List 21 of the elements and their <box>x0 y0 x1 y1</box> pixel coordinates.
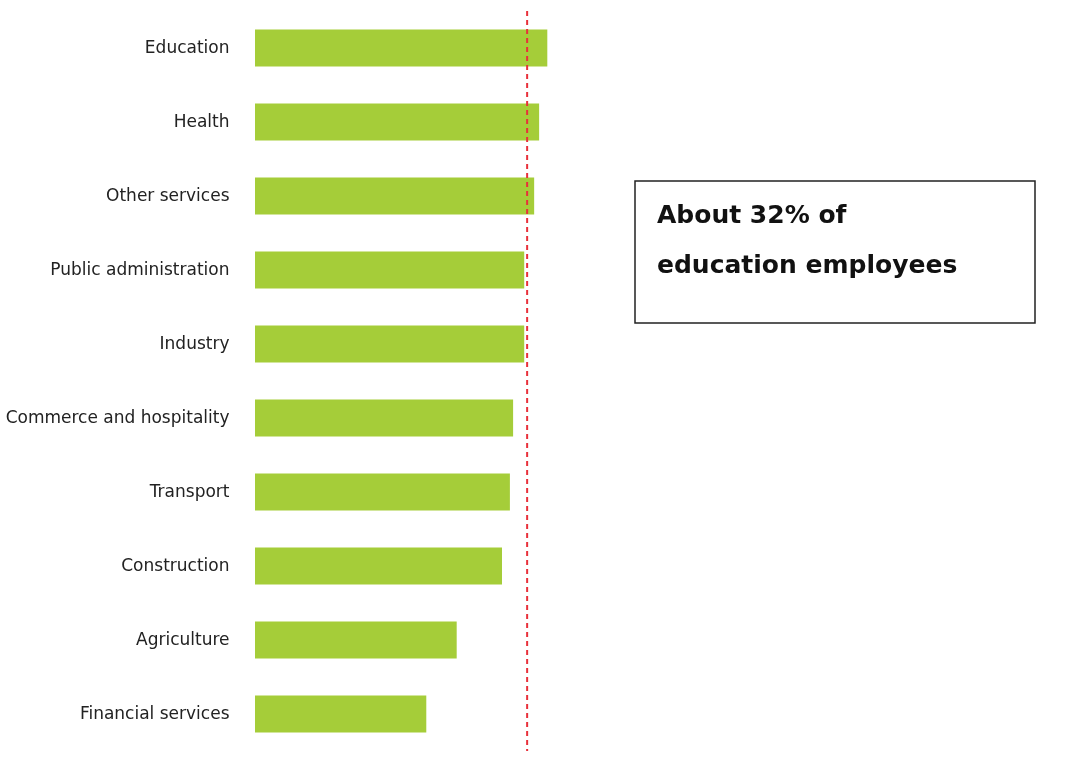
bar <box>255 103 540 141</box>
y-tick-label: Industry <box>159 333 230 353</box>
y-tick-label: Financial services <box>79 703 230 723</box>
bar <box>255 325 525 363</box>
bar <box>255 399 514 437</box>
y-tick-label: Transport <box>148 481 230 501</box>
y-tick-label: Commerce and hospitality <box>5 407 230 427</box>
bar <box>255 547 502 585</box>
y-tick-label: Health <box>173 111 230 131</box>
bar <box>255 473 510 511</box>
bar <box>255 621 457 659</box>
y-tick-label: Public administration <box>50 259 230 279</box>
text: About 32% of education employees <box>657 200 958 279</box>
y-tick-label: Agriculture <box>136 629 230 649</box>
y-tick-label: Construction <box>121 555 230 575</box>
bar <box>255 251 525 289</box>
y-tick-label: Other services <box>106 185 230 205</box>
bar <box>255 29 548 67</box>
bar <box>255 695 427 733</box>
y-tick-label: Education <box>144 37 230 57</box>
bar <box>255 177 535 215</box>
